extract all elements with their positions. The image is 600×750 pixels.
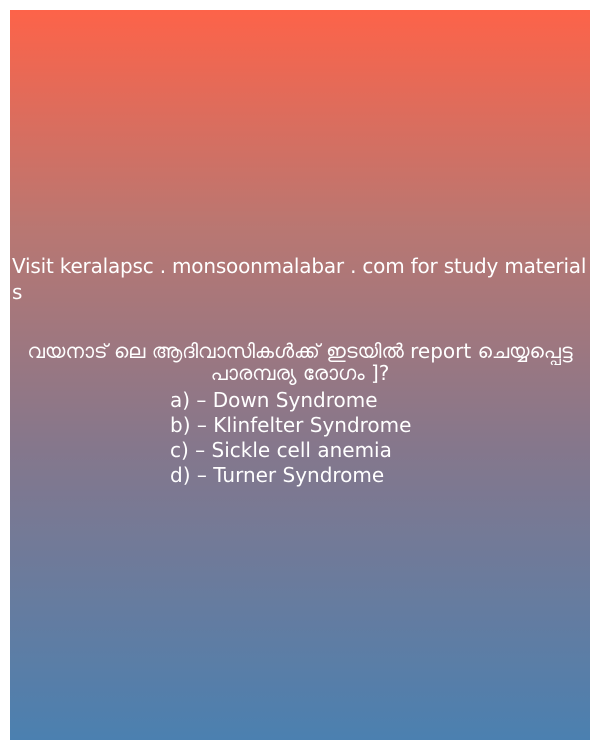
answer-options-list: a) – Down Syndrome b) – Klinfelter Syndr… — [170, 388, 411, 488]
question-text: വയനാട് ലെ ആദിവാസികൾക്ക് ഇടയിൽ report ചെയ… — [27, 339, 573, 385]
option-c: c) – Sickle cell anemia — [170, 438, 392, 462]
option-d: d) – Turner Syndrome — [170, 463, 385, 487]
option-b: b) – Klinfelter Syndrome — [170, 413, 412, 437]
option-a: a) – Down Syndrome — [170, 388, 378, 412]
question-card: Visit keralapsc . monsoonmalabar . com f… — [10, 10, 590, 740]
study-materials-banner: Visit keralapsc . monsoonmalabar . com f… — [12, 254, 587, 304]
